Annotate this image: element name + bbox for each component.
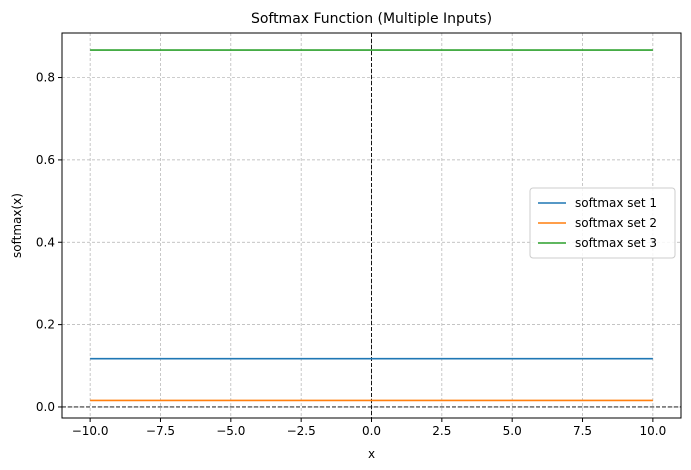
x-tick-label: 7.5 <box>573 424 592 438</box>
y-tick-label: 0.0 <box>36 400 55 414</box>
y-axis-ticks: 0.0 0.2 0.4 0.6 0.8 <box>36 71 62 414</box>
x-axis-label: x <box>368 447 375 461</box>
y-tick-label: 0.8 <box>36 71 55 85</box>
x-tick-label: 10.0 <box>640 424 667 438</box>
x-tick-label: −2.5 <box>287 424 316 438</box>
x-tick-label: −5.0 <box>216 424 245 438</box>
legend-box <box>529 187 676 259</box>
legend: softmax set 1 softmax set 2 softmax set 3 <box>529 187 676 259</box>
series-lines <box>90 49 653 402</box>
x-tick-label: 0.0 <box>362 424 381 438</box>
legend-label-2: softmax set 2 <box>575 216 657 230</box>
x-tick-label: −10.0 <box>72 424 109 438</box>
x-tick-label: −7.5 <box>146 424 175 438</box>
x-tick-label: 5.0 <box>503 424 522 438</box>
reference-lines <box>62 33 681 418</box>
y-axis-label: softmax(x) <box>10 193 24 258</box>
legend-label-3: softmax set 3 <box>575 236 657 250</box>
y-tick-label: 0.4 <box>36 235 55 249</box>
y-tick-label: 0.6 <box>36 153 55 167</box>
y-tick-label: 0.2 <box>36 318 55 332</box>
chart-title: Softmax Function (Multiple Inputs) <box>251 11 492 27</box>
x-axis-ticks: −10.0 −7.5 −5.0 −2.5 0.0 2.5 5.0 7.5 10.0 <box>72 418 666 438</box>
legend-label-1: softmax set 1 <box>575 196 657 210</box>
x-tick-label: 2.5 <box>432 424 451 438</box>
